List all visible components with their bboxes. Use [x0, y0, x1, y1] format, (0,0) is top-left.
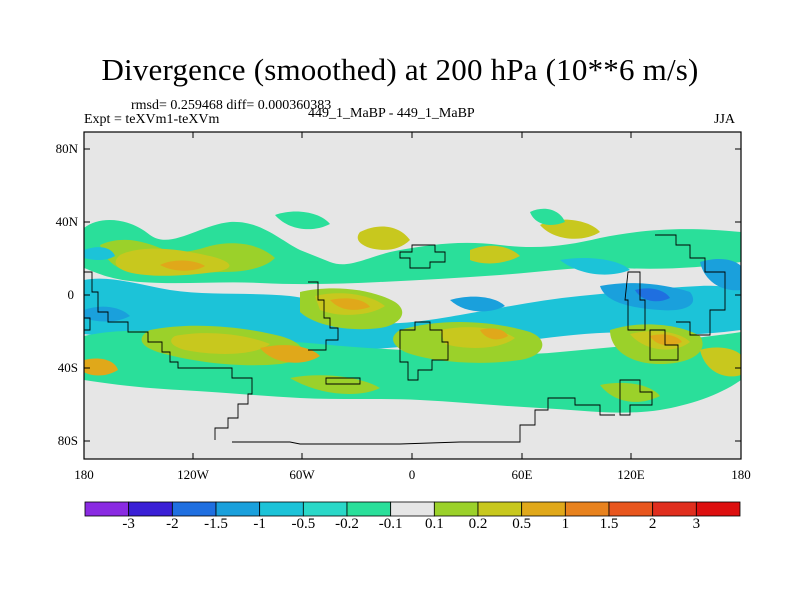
- colorbar-swatch: [84, 501, 130, 517]
- lat-label-40s: 40S: [58, 360, 78, 375]
- patch-north-o: [160, 260, 205, 271]
- lon-label-120e: 120E: [617, 467, 645, 482]
- patch-south-o4: [84, 358, 118, 376]
- colorbar-swatch: [564, 501, 610, 517]
- colorbar-label: -2: [166, 516, 179, 532]
- colorbar-label: -1: [253, 516, 266, 532]
- lat-label-80s: 80S: [58, 433, 78, 448]
- aus-outline: [619, 379, 653, 416]
- case-label: 449_1_MaBP - 449_1_MaBP: [308, 106, 475, 121]
- lon-label-60e: 60E: [512, 467, 533, 482]
- colorbar-label: 2: [648, 516, 657, 532]
- colorbar-label: 0.2: [468, 516, 488, 532]
- patch-south-y1: [171, 333, 270, 354]
- patch-eq-o: [330, 298, 370, 310]
- stats-text: rmsd= 0.259468 diff= 0.000360383: [131, 98, 332, 113]
- island-outline: [325, 377, 361, 385]
- patch-south-o3: [650, 334, 682, 346]
- colorbar-swatch: [128, 501, 173, 517]
- patch-atl-y: [357, 226, 410, 250]
- season-label: JJA: [714, 112, 736, 127]
- divergence-field: [84, 208, 741, 413]
- patch-afr-y: [470, 245, 520, 264]
- indo-outline: [649, 329, 679, 361]
- africa-outline: [399, 321, 449, 381]
- lat-label-40n: 40N: [56, 214, 79, 229]
- colorbar-swatch: [346, 501, 392, 517]
- lon-label-180e: 180: [731, 467, 751, 482]
- colorbar-label: 1.5: [599, 516, 619, 532]
- patch-filament2: [560, 258, 630, 275]
- colorbar-swatch: [477, 501, 523, 517]
- india-outline: [624, 271, 646, 331]
- experiment-label: Expt = teXVm1-teXVm: [84, 112, 220, 127]
- asia-outline: [655, 234, 726, 336]
- samerica-outline: [84, 271, 253, 440]
- lon-ticks: [192, 132, 632, 459]
- camerica-outline: [308, 281, 339, 351]
- colorbar-label: -0.5: [291, 516, 316, 532]
- colorbar-swatch: [433, 501, 479, 517]
- colorbar: [84, 501, 741, 517]
- colorbar-label: 0.1: [424, 516, 444, 532]
- lon-label-60w: 60W: [289, 467, 315, 482]
- colorbar-label: -0.2: [335, 516, 359, 532]
- colorbar-swatch: [652, 501, 697, 517]
- patch-npac2-g: [530, 208, 565, 225]
- patch-npac-g: [275, 211, 330, 230]
- colorbar-label: 1: [561, 516, 570, 532]
- colorbar-swatch: [302, 501, 348, 517]
- colorbar-label: -3: [122, 516, 135, 532]
- lon-label-180w: 180: [74, 467, 94, 482]
- continent-outlines: [84, 234, 726, 445]
- lon-label-0: 0: [409, 467, 416, 482]
- colorbar-swatch: [259, 501, 304, 517]
- lon-label-120w: 120W: [177, 467, 210, 482]
- colorbar-swatch: [695, 501, 741, 517]
- colorbar-label: 0.5: [512, 516, 532, 532]
- antarctica-outline: [232, 397, 615, 445]
- patch-filament3: [700, 259, 741, 291]
- patch-south-yg4: [290, 375, 380, 394]
- colorbar-swatch: [608, 501, 654, 517]
- medit-outline: [399, 244, 446, 269]
- patch-south-yg5: [600, 382, 660, 402]
- plot-title: Divergence (smoothed) at 200 hPa (10**6 …: [101, 52, 699, 87]
- patch-eq-dblue: [635, 288, 670, 302]
- lat-label-80n: 80N: [56, 141, 79, 156]
- lat-label-eq: 0: [68, 287, 75, 302]
- coast-fragment1: [84, 317, 91, 331]
- patch-afr-blue: [450, 296, 505, 312]
- lat-ticks: [84, 148, 741, 442]
- colorbar-label: 3: [692, 516, 701, 532]
- colorbar-swatch: [521, 501, 566, 517]
- colorbar-swatch: [390, 501, 435, 517]
- colorbar-label: -0.1: [378, 516, 403, 532]
- patch-south-y6: [700, 347, 741, 377]
- colorbar-label: -1.5: [204, 516, 228, 532]
- patch-epac-blue: [84, 306, 130, 322]
- patch-south-o1: [260, 345, 320, 363]
- patch-filament1: [84, 247, 115, 260]
- colorbar-swatch: [171, 501, 217, 517]
- colorbar-swatch: [215, 501, 261, 517]
- patch-south-o2: [480, 328, 508, 340]
